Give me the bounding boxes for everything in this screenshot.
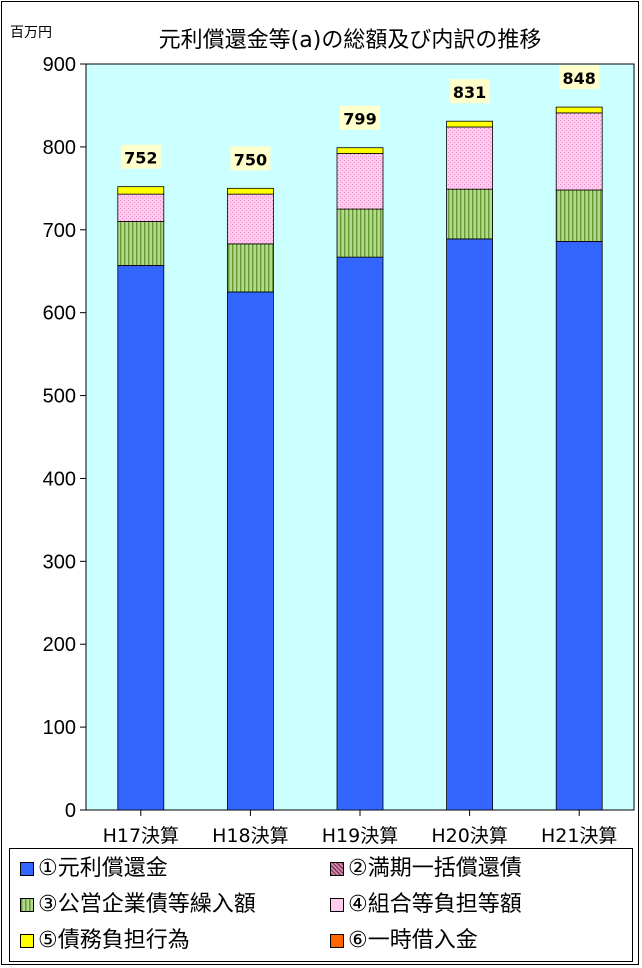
- y-tick-label: 0: [65, 800, 76, 822]
- bar-segment: [226, 243, 274, 293]
- legend-label: ⑤債務負担行為: [38, 928, 190, 953]
- y-tick-label: 700: [43, 220, 76, 242]
- bar-segment: [555, 106, 603, 114]
- legend-item: ②満期一括償還債: [330, 855, 522, 883]
- bar-segment: [336, 153, 384, 210]
- bar-segment: [117, 265, 165, 811]
- bar-segment: [226, 291, 274, 811]
- y-unit-label: 百万円: [10, 25, 52, 41]
- total-label-bg: [230, 146, 271, 171]
- chart-title: 元利償還金等(a)の総額及び内訳の推移: [158, 28, 542, 53]
- total-label-bg: [449, 79, 490, 104]
- legend-swatch: [20, 934, 34, 948]
- legend-swatch: [20, 862, 34, 876]
- bar-segment: [555, 240, 603, 811]
- legend-label: ③公営企業債等繰入額: [38, 892, 256, 917]
- total-label-bg: [340, 105, 380, 130]
- legend-label: ②満期一括償還債: [348, 856, 522, 881]
- x-tick-label: H19決算: [322, 825, 398, 847]
- legend-item: ①元利償還金: [20, 855, 168, 883]
- bar-segment: [117, 193, 165, 222]
- bar-segment: [226, 187, 274, 195]
- legend-item: ③公営企業債等繰入額: [20, 891, 256, 919]
- bar-segment: [446, 126, 494, 190]
- legend-swatch: [330, 862, 344, 876]
- bar-segment: [226, 193, 274, 245]
- legend-item: ⑥一時借入金: [330, 927, 478, 955]
- x-tick-label: H21決算: [541, 825, 617, 847]
- legend-label: ⑥一時借入金: [348, 928, 478, 953]
- legend: ①元利償還金 ②満期一括償還債 ③公営企業債等繰入額 ④組合等負担等額 ⑤債務負担行為 ⑥…: [9, 848, 633, 962]
- total-label: 750: [234, 150, 267, 169]
- bar-segment: [336, 208, 384, 258]
- legend-label: ④組合等負担等額: [348, 892, 522, 917]
- x-tick-label: H20決算: [431, 825, 507, 847]
- legend-swatch: [330, 898, 344, 912]
- y-tick-label: 600: [43, 303, 76, 325]
- y-tick-label: 100: [43, 717, 76, 739]
- bar-segment: [117, 186, 165, 195]
- x-tick-label: H18決算: [212, 825, 288, 847]
- x-tick-label: H17決算: [103, 825, 179, 847]
- y-tick-label: 500: [43, 386, 76, 408]
- bar-segment: [446, 188, 494, 240]
- y-tick-label: 800: [43, 137, 76, 159]
- total-label-bg: [559, 65, 600, 90]
- total-label: 831: [453, 83, 486, 102]
- legend-item: ⑤債務負担行為: [20, 927, 190, 955]
- legend-swatch: [20, 898, 34, 912]
- total-label: 799: [343, 110, 376, 129]
- total-label: 752: [124, 149, 157, 168]
- bar-segment: [446, 238, 494, 811]
- legend-swatch: [330, 934, 344, 948]
- legend-item: ④組合等負担等額: [330, 891, 522, 919]
- bar-segment: [446, 120, 494, 128]
- bar-segment: [555, 112, 603, 191]
- y-tick-label: 400: [43, 468, 76, 490]
- total-label-bg: [120, 144, 161, 169]
- total-label: 848: [562, 69, 595, 88]
- bar-segment: [555, 189, 603, 242]
- y-tick-label: 200: [43, 634, 76, 656]
- bar-segment: [336, 256, 384, 811]
- legend-label: ①元利償還金: [38, 856, 168, 881]
- bar-segment: [336, 147, 384, 154]
- y-tick-label: 300: [43, 551, 76, 573]
- bar-segment: [117, 221, 165, 266]
- y-tick-label: 900: [43, 54, 76, 76]
